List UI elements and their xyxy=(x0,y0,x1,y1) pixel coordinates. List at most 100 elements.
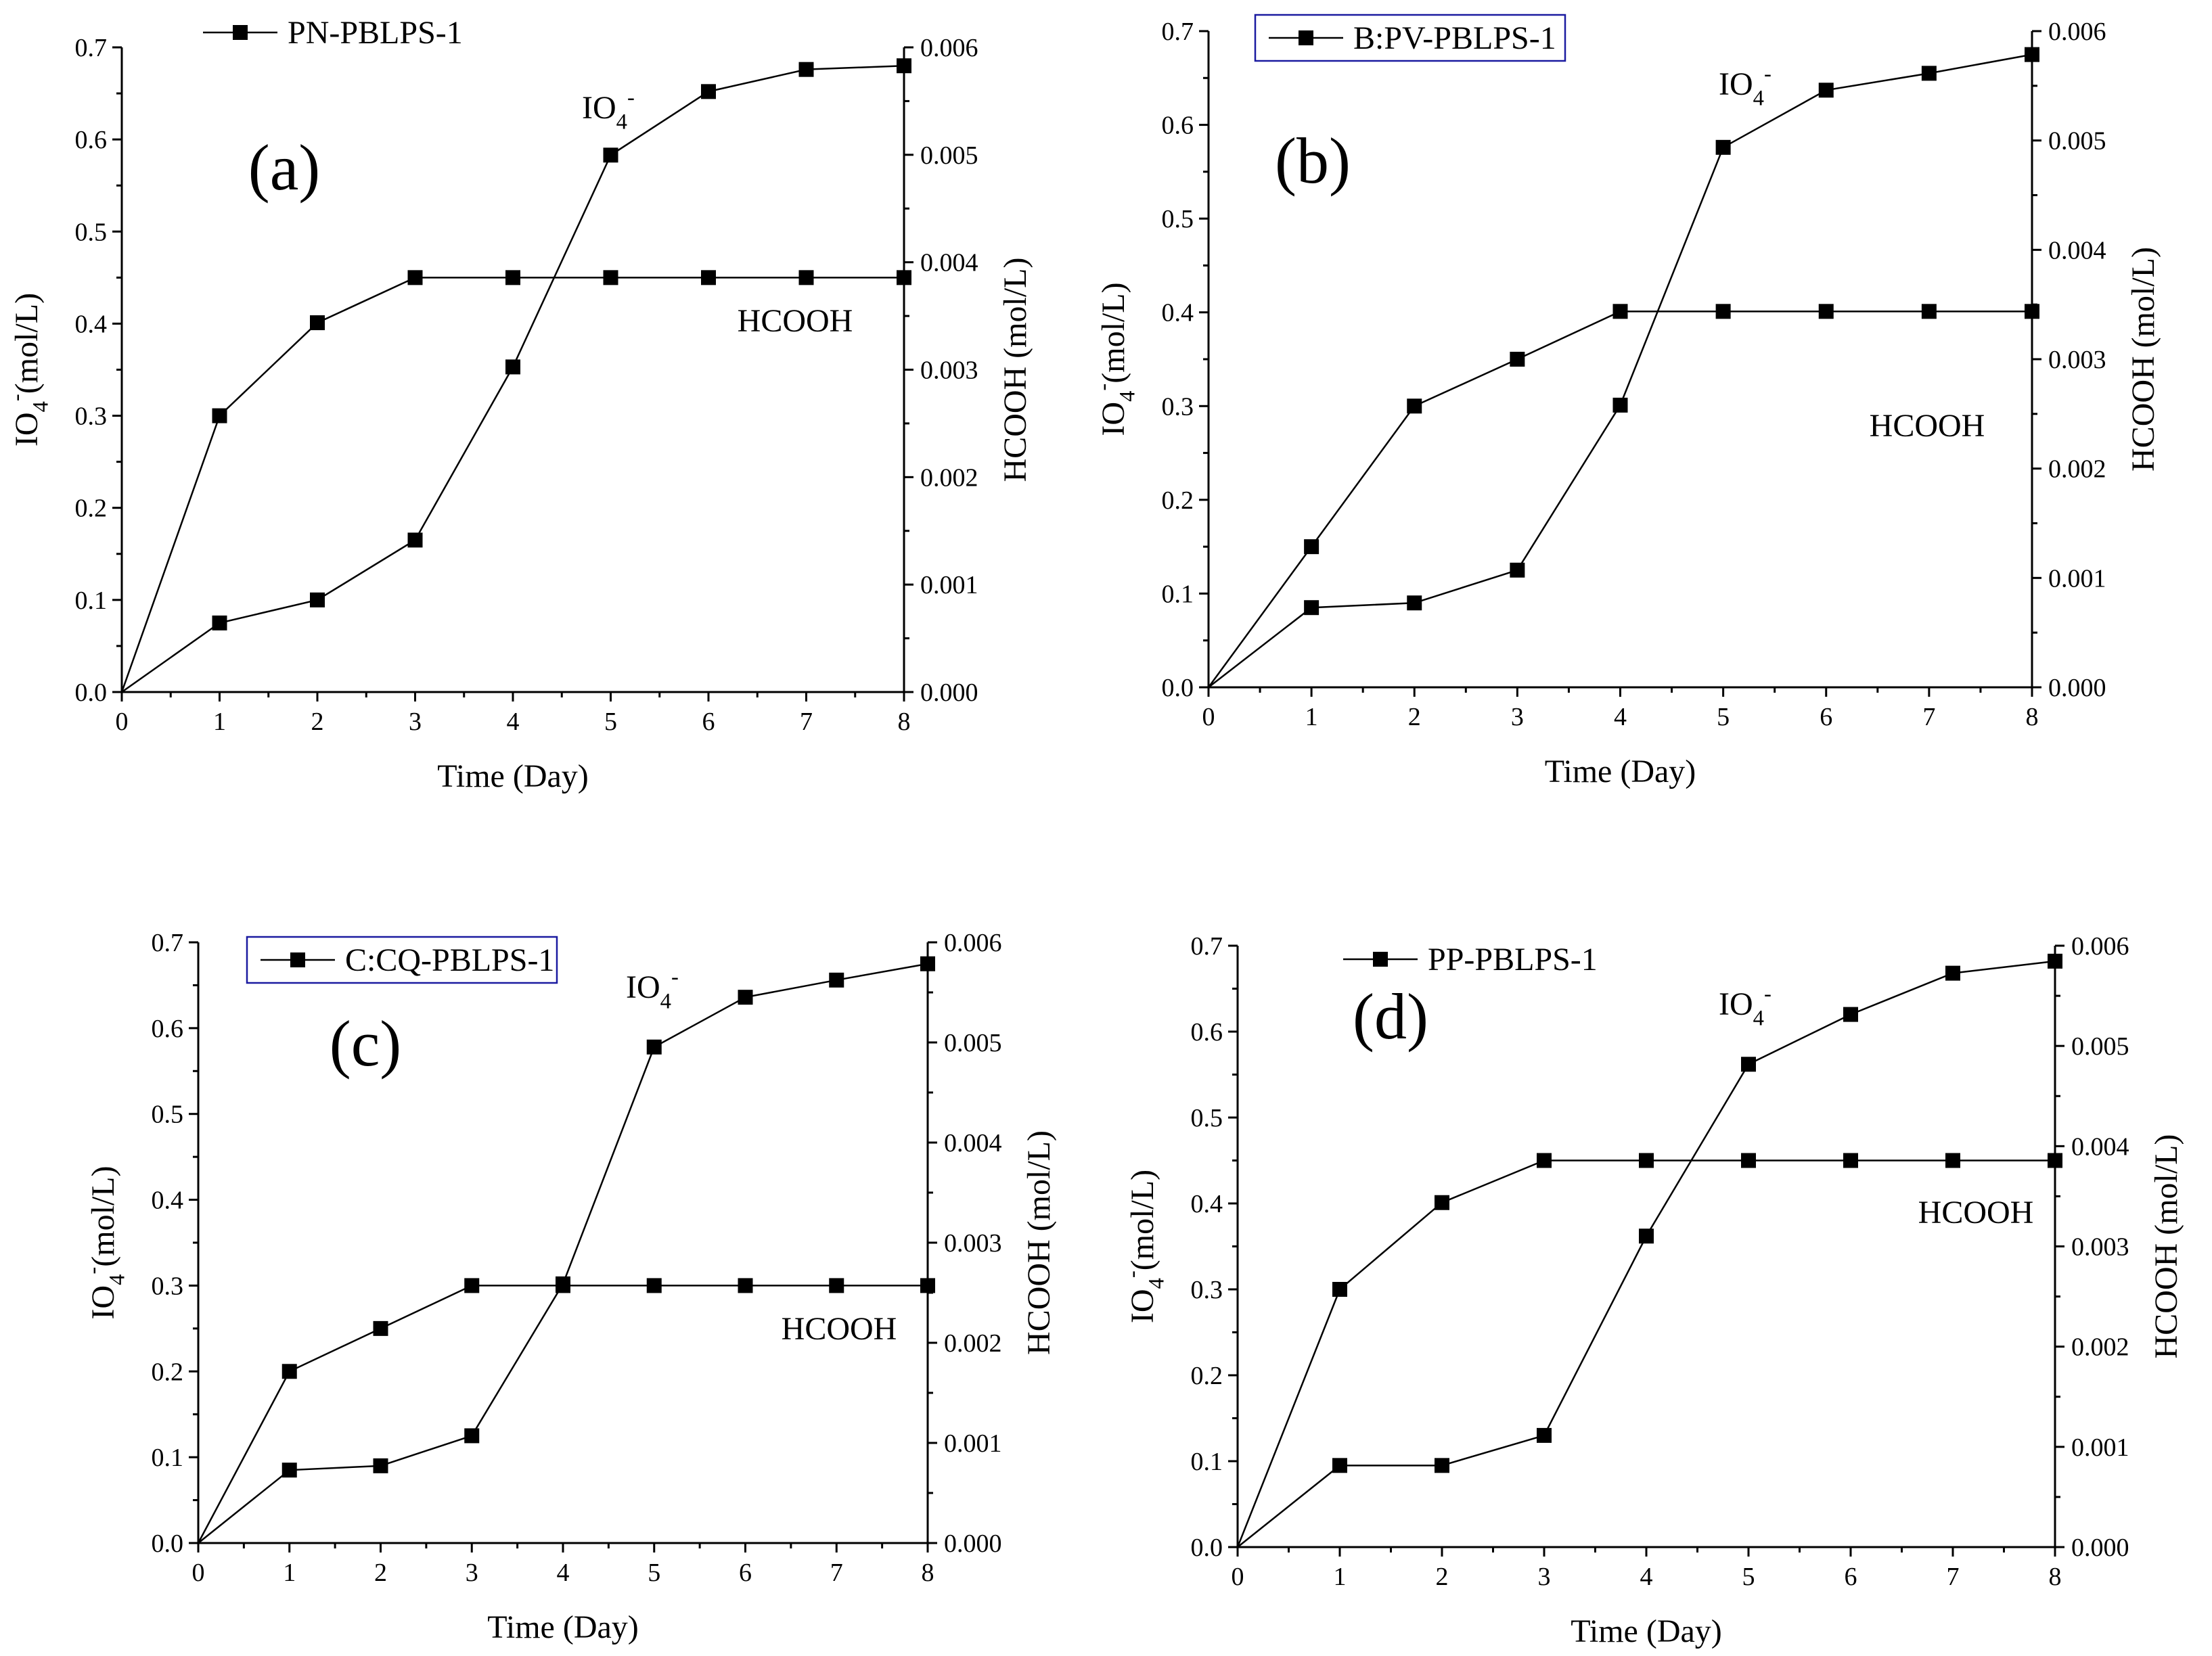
y-right-tick-label: 0.001 xyxy=(920,571,978,599)
series-label-io4: IO4- xyxy=(1719,62,1771,110)
y-left-tick-label: 0.5 xyxy=(1162,205,1194,233)
y-left-tick-label: 0.3 xyxy=(75,402,108,431)
y-left-tick-label: 0.2 xyxy=(75,495,108,523)
y-right-tick-label: 0.003 xyxy=(944,1229,1002,1258)
data-point-hcooh xyxy=(1435,1195,1449,1210)
x-tick-label: 5 xyxy=(648,1559,660,1587)
data-point-hcooh xyxy=(2048,1153,2062,1168)
data-point-io4 xyxy=(920,956,935,971)
y-right-tick-label: 0.003 xyxy=(2071,1233,2129,1262)
x-tick-label: 3 xyxy=(466,1559,478,1587)
x-tick-label: 8 xyxy=(898,708,911,736)
series-line-io4 xyxy=(121,64,905,693)
legend-marker xyxy=(233,25,248,40)
y-right-tick-label: 0.004 xyxy=(920,249,978,277)
y-left-axis-title: IO4-(mol/L) xyxy=(1120,1170,1169,1323)
data-point-hcooh xyxy=(920,1278,935,1293)
x-tick-label: 4 xyxy=(557,1559,570,1587)
data-point-io4 xyxy=(1945,965,1960,981)
y-left-tick-label: 0.3 xyxy=(1162,392,1194,421)
x-tick-label: 6 xyxy=(702,708,715,736)
data-point-hcooh xyxy=(603,270,618,285)
y-left-tick-label: 0.0 xyxy=(75,678,108,707)
data-point-hcooh xyxy=(1304,539,1319,555)
data-point-hcooh xyxy=(281,1364,297,1379)
y-left-axis-title: IO4-(mol/L) xyxy=(4,293,53,446)
y-right-tick-label: 0.001 xyxy=(2071,1433,2129,1462)
y-right-tick-label: 0.000 xyxy=(2048,674,2106,702)
x-tick-label: 7 xyxy=(1922,703,1935,731)
y-right-tick-label: 0.006 xyxy=(2071,932,2129,961)
data-point-hcooh xyxy=(1537,1153,1552,1168)
chart-panel-a: 0 1 2 3 4 5 6 7 8 0.0 0.1 0.2 0.3 0.4 0.5 0.6 0.7 0.000 0.… xyxy=(4,15,1033,794)
y-right-tick-label: 0.006 xyxy=(944,929,1002,957)
legend-label: PN-PBLPS-1 xyxy=(288,15,463,51)
y-left-tick-label: 0.0 xyxy=(1162,674,1194,702)
data-point-hcooh xyxy=(464,1278,480,1293)
data-point-hcooh xyxy=(738,1278,753,1293)
data-point-io4 xyxy=(1332,1458,1347,1473)
series-label-hcooh: HCOOH xyxy=(782,1311,897,1347)
y-left-tick-label: 0.0 xyxy=(1191,1534,1223,1562)
data-point-io4 xyxy=(1741,1057,1756,1072)
y-right-tick-label: 0.005 xyxy=(2071,1032,2129,1061)
x-tick-label: 0 xyxy=(1202,703,1215,731)
x-tick-label: 8 xyxy=(2049,1563,2062,1591)
y-left-tick-label: 0.2 xyxy=(1191,1362,1223,1390)
data-point-io4 xyxy=(1510,562,1525,578)
x-tick-label: 4 xyxy=(507,708,520,736)
y-right-tick-label: 0.002 xyxy=(944,1329,1002,1358)
series-label-io4: IO4- xyxy=(1719,982,1771,1030)
y-right-tick-label: 0.002 xyxy=(920,463,978,492)
x-tick-label: 2 xyxy=(1436,1563,1449,1591)
y-right-tick-label: 0.003 xyxy=(920,356,978,385)
chart-panel-b: 0 1 2 3 4 5 6 7 8 0.0 0.1 0.2 0.3 0.4 0.5 0.6 0.7 0.000 0.… xyxy=(1091,14,2161,789)
y-left-tick-label: 0.1 xyxy=(1191,1448,1223,1476)
y-left-tick-label: 0.3 xyxy=(1191,1276,1223,1304)
y-right-tick-label: 0.000 xyxy=(944,1530,1002,1558)
data-point-io4 xyxy=(505,359,520,375)
x-axis-title: Time (Day) xyxy=(1545,754,1696,789)
data-point-io4 xyxy=(212,615,227,630)
panel-label: (a) xyxy=(248,131,321,204)
y-right-tick-label: 0.006 xyxy=(920,34,978,62)
data-point-io4 xyxy=(310,592,325,607)
y-right-tick-label: 0.000 xyxy=(2071,1534,2129,1562)
data-point-io4 xyxy=(1818,83,1834,98)
y-right-tick-label: 0.005 xyxy=(920,141,978,170)
data-point-hcooh xyxy=(829,1278,844,1293)
y-right-tick-label: 0.000 xyxy=(920,678,978,707)
y-right-axis-title: HCOOH (mol/L) xyxy=(2148,1134,2184,1359)
data-point-hcooh xyxy=(505,270,520,285)
x-tick-label: 0 xyxy=(192,1559,205,1587)
y-left-tick-label: 0.6 xyxy=(1162,112,1194,140)
series-label-hcooh: HCOOH xyxy=(1870,408,1985,444)
legend-label: C:CQ-PBLPS-1 xyxy=(345,942,554,978)
x-tick-label: 2 xyxy=(374,1559,387,1587)
x-axis-title: Time (Day) xyxy=(487,1609,639,1645)
y-right-axis-title: HCOOH (mol/L) xyxy=(2125,247,2161,472)
data-point-io4 xyxy=(1612,397,1628,413)
data-point-io4 xyxy=(1715,139,1731,155)
y-right-tick-label: 0.005 xyxy=(2048,127,2106,156)
data-point-io4 xyxy=(701,84,716,99)
y-left-tick-label: 0.1 xyxy=(75,586,108,615)
data-point-io4 xyxy=(1435,1458,1449,1473)
x-axis-title: Time (Day) xyxy=(437,758,589,794)
y-right-tick-label: 0.001 xyxy=(944,1429,1002,1458)
data-point-io4 xyxy=(1304,600,1319,616)
data-point-io4 xyxy=(603,147,618,163)
legend: C:CQ-PBLPS-1 xyxy=(246,936,558,984)
y-left-tick-label: 0.4 xyxy=(1191,1190,1223,1218)
y-left-tick-label: 0.3 xyxy=(152,1272,184,1300)
x-tick-label: 5 xyxy=(604,708,617,736)
legend: B:PV-PBLPS-1 xyxy=(1254,14,1566,62)
y-left-tick-label: 0.7 xyxy=(1162,18,1194,46)
data-point-io4 xyxy=(1639,1228,1654,1244)
data-point-hcooh xyxy=(373,1320,388,1336)
panel-label: (d) xyxy=(1353,980,1428,1053)
y-right-tick-label: 0.006 xyxy=(2048,18,2106,46)
x-tick-label: 7 xyxy=(830,1559,843,1587)
x-tick-label: 0 xyxy=(116,708,129,736)
chart-panel-d: 0 1 2 3 4 5 6 7 8 0.0 0.1 0.2 0.3 0.4 0.5 0.6 0.7 0.000 0.… xyxy=(1120,932,2184,1649)
